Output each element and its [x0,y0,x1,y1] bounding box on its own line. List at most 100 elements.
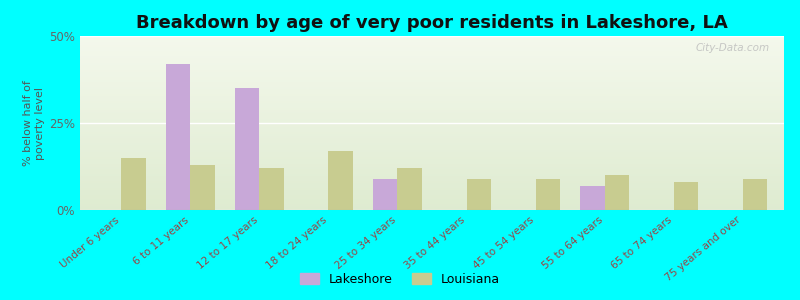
Bar [80,90,784,92]
Bar [80,179,784,180]
Bar [80,189,784,191]
Bar [80,97,784,99]
Bar [674,182,698,210]
Bar [80,158,784,160]
Bar [80,151,784,153]
Bar [535,179,560,210]
Bar [80,153,784,154]
Bar [329,151,353,210]
Bar [80,41,784,43]
Bar [80,64,784,66]
Bar [80,69,784,71]
Bar [80,93,784,95]
Bar [80,81,784,83]
Title: Breakdown by age of very poor residents in Lakeshore, LA: Breakdown by age of very poor residents … [136,14,728,32]
Bar [80,85,784,86]
Bar [80,92,784,93]
Bar [80,57,784,58]
Bar [80,144,784,146]
Bar [80,55,784,57]
Bar [80,107,784,109]
Bar [80,67,784,69]
Bar [80,123,784,125]
Bar [398,168,422,210]
Bar [80,62,784,64]
Bar [80,196,784,198]
Bar [80,40,784,41]
Bar [80,66,784,67]
Bar [80,134,784,135]
Bar [80,86,784,88]
Bar [80,200,784,201]
Bar [80,191,784,193]
Bar [80,135,784,137]
Bar [80,205,784,206]
Y-axis label: % below half of
poverty level: % below half of poverty level [23,80,45,166]
Bar [80,203,784,205]
Bar [166,64,190,210]
Bar [80,78,784,80]
Bar [80,46,784,48]
Bar [80,125,784,127]
Bar [80,43,784,45]
Bar [80,154,784,156]
Bar [80,95,784,97]
Bar [80,111,784,112]
Bar [80,140,784,142]
Bar [80,100,784,102]
Bar [80,71,784,73]
Bar [80,73,784,74]
Bar [80,177,784,179]
Bar [466,179,490,210]
Bar [80,156,784,158]
Bar [80,74,784,76]
Bar [80,60,784,62]
Bar [80,127,784,128]
Bar [80,45,784,46]
Bar [80,173,784,175]
Bar [80,194,784,196]
Bar [80,109,784,111]
Bar [80,53,784,55]
Bar [80,50,784,52]
Bar [80,182,784,184]
Bar [80,83,784,85]
Bar [80,102,784,104]
Bar [605,175,629,210]
Bar [80,104,784,106]
Bar [80,165,784,167]
Bar [80,116,784,118]
Bar [80,180,784,182]
Bar [80,184,784,186]
Bar [374,179,398,210]
Text: City-Data.com: City-Data.com [696,43,770,53]
Bar [80,121,784,123]
Bar [80,146,784,147]
Bar [80,142,784,144]
Bar [80,112,784,114]
Bar [80,132,784,134]
Legend: Lakeshore, Louisiana: Lakeshore, Louisiana [295,268,505,291]
Bar [80,52,784,53]
Bar [80,88,784,90]
Bar [80,167,784,168]
Bar [80,193,784,194]
Bar [80,201,784,203]
Bar [235,88,259,210]
Bar [80,206,784,208]
Bar [80,160,784,161]
Bar [80,163,784,165]
Bar [80,139,784,140]
Bar [80,114,784,116]
Bar [80,137,784,139]
Bar [80,208,784,210]
Bar [80,119,784,121]
Bar [190,165,214,210]
Bar [80,48,784,50]
Bar [122,158,146,210]
Bar [80,186,784,188]
Bar [80,170,784,172]
Bar [580,186,605,210]
Bar [80,188,784,189]
Bar [80,130,784,132]
